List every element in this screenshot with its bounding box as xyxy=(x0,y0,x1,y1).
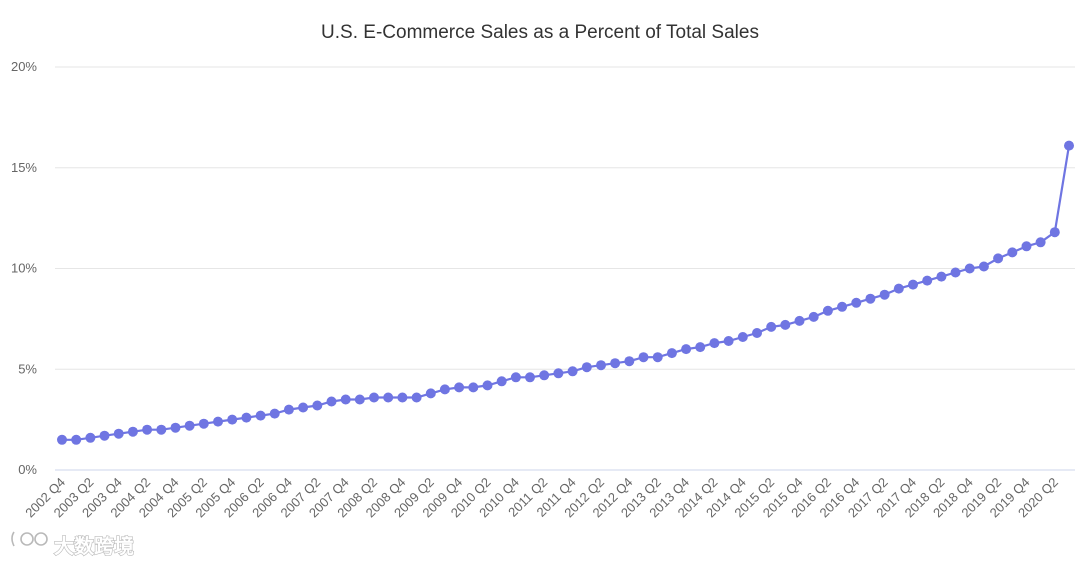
data-point[interactable] xyxy=(681,344,692,355)
data-point[interactable] xyxy=(808,311,819,322)
data-point[interactable] xyxy=(468,382,479,393)
data-point[interactable] xyxy=(241,412,252,423)
data-point[interactable] xyxy=(397,392,408,403)
data-point[interactable] xyxy=(227,414,238,425)
data-point[interactable] xyxy=(709,338,720,349)
data-point[interactable] xyxy=(255,410,266,421)
data-point[interactable] xyxy=(142,424,153,435)
data-point[interactable] xyxy=(766,321,777,332)
data-point[interactable] xyxy=(113,428,124,439)
data-point[interactable] xyxy=(893,283,904,294)
data-point[interactable] xyxy=(283,404,294,415)
data-point[interactable] xyxy=(411,392,422,403)
data-point[interactable] xyxy=(780,319,791,330)
data-point[interactable] xyxy=(879,289,890,300)
data-point[interactable] xyxy=(794,315,805,326)
data-point[interactable] xyxy=(652,352,663,363)
watermark-logo-icon xyxy=(11,531,48,547)
data-point[interactable] xyxy=(156,424,167,435)
data-point[interactable] xyxy=(539,370,550,381)
y-tick-label: 0% xyxy=(18,462,37,477)
data-point[interactable] xyxy=(340,394,351,405)
data-point[interactable] xyxy=(695,342,706,353)
data-point[interactable] xyxy=(1049,227,1060,238)
data-point[interactable] xyxy=(993,253,1004,264)
data-point[interactable] xyxy=(596,360,606,371)
series-line xyxy=(62,145,1071,441)
data-point[interactable] xyxy=(326,396,337,407)
data-point[interactable] xyxy=(184,420,195,431)
data-point[interactable] xyxy=(85,432,96,443)
data-point[interactable] xyxy=(567,366,578,377)
chart-title: U.S. E-Commerce Sales as a Percent of To… xyxy=(321,22,759,43)
data-point[interactable] xyxy=(1064,140,1074,151)
y-tick-label: 15% xyxy=(11,160,37,175)
data-point[interactable] xyxy=(908,279,918,290)
data-point[interactable] xyxy=(439,384,450,395)
data-point[interactable] xyxy=(936,271,947,282)
data-point[interactable] xyxy=(851,297,862,308)
data-point[interactable] xyxy=(922,275,933,286)
data-point[interactable] xyxy=(198,418,209,429)
data-point[interactable] xyxy=(553,368,564,379)
data-point[interactable] xyxy=(581,362,592,373)
data-point[interactable] xyxy=(369,392,379,403)
data-point[interactable] xyxy=(454,382,465,393)
data-point[interactable] xyxy=(99,430,110,441)
y-tick-label: 20% xyxy=(11,59,37,74)
data-point[interactable] xyxy=(964,263,975,274)
data-point[interactable] xyxy=(510,372,521,383)
data-point[interactable] xyxy=(269,408,280,419)
data-point[interactable] xyxy=(57,434,67,445)
data-point[interactable] xyxy=(213,416,223,427)
data-point[interactable] xyxy=(752,328,762,338)
data-point[interactable] xyxy=(723,336,734,346)
data-point[interactable] xyxy=(71,434,82,445)
data-point[interactable] xyxy=(737,332,748,342)
grid-layer xyxy=(55,66,1075,370)
data-point[interactable] xyxy=(610,358,621,369)
data-point[interactable] xyxy=(837,301,848,312)
data-point[interactable] xyxy=(978,261,989,272)
y-axis-ticks: 0% 5% 10% 15% 20% xyxy=(11,59,37,477)
data-point[interactable] xyxy=(525,372,535,383)
data-point[interactable] xyxy=(127,426,138,437)
data-point[interactable] xyxy=(496,376,507,387)
data-point[interactable] xyxy=(1021,241,1032,252)
data-point[interactable] xyxy=(383,392,394,403)
data-point[interactable] xyxy=(170,422,181,433)
data-point[interactable] xyxy=(865,293,876,304)
y-tick-label: 5% xyxy=(18,361,37,376)
data-point[interactable] xyxy=(312,400,323,411)
data-point[interactable] xyxy=(822,305,833,316)
data-point[interactable] xyxy=(354,394,365,405)
data-point[interactable] xyxy=(482,380,493,391)
data-point[interactable] xyxy=(666,348,677,359)
data-point[interactable] xyxy=(624,356,635,367)
data-point[interactable] xyxy=(950,267,961,278)
y-tick-label: 10% xyxy=(11,261,37,276)
data-point[interactable] xyxy=(638,352,649,363)
data-point[interactable] xyxy=(1035,237,1046,248)
data-point[interactable] xyxy=(1007,247,1018,258)
watermark-text: 大数跨境 xyxy=(54,534,134,558)
watermark: 大数跨境 xyxy=(11,531,135,559)
data-point[interactable] xyxy=(298,402,309,413)
data-point[interactable] xyxy=(425,388,436,399)
series-points xyxy=(57,140,1074,445)
